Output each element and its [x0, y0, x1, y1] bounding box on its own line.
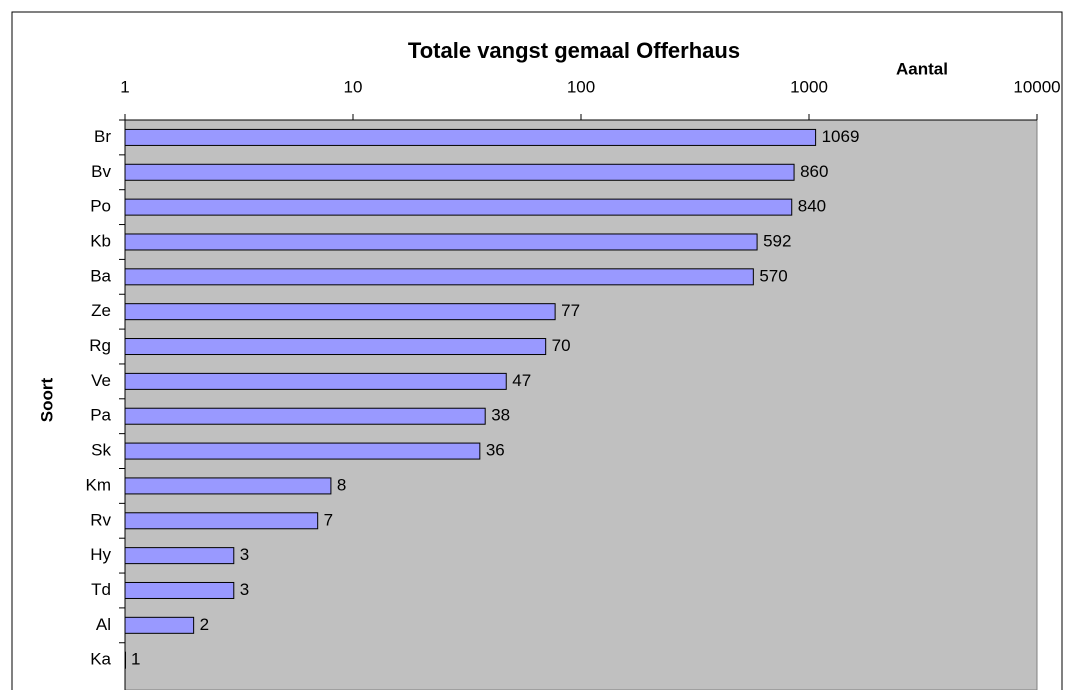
y-tick-label: Pa — [90, 406, 111, 425]
y-tick-label: Km — [86, 475, 112, 494]
data-label: 38 — [491, 406, 510, 425]
y-tick-label: Sk — [91, 441, 111, 460]
bar — [124, 198, 793, 216]
x-tick-label: 10000 — [1013, 77, 1060, 96]
x-tick-label: 100 — [567, 77, 595, 96]
y-tick-label: Bv — [91, 162, 111, 181]
bar — [124, 616, 195, 634]
data-label: 70 — [552, 336, 571, 355]
x-tick-label: 1000 — [790, 77, 828, 96]
bar — [124, 477, 332, 495]
y-axis-label: Soort — [37, 377, 56, 422]
y-tick-label: Ze — [91, 301, 111, 320]
data-label: 2 — [200, 615, 209, 634]
bar — [124, 163, 795, 181]
bar — [124, 303, 556, 321]
y-tick-label: Hy — [90, 545, 111, 564]
data-label: 3 — [240, 545, 249, 564]
x-tick-label: 1 — [120, 77, 129, 96]
bar — [124, 233, 758, 251]
data-label: 3 — [240, 580, 249, 599]
bar — [124, 512, 319, 530]
bar — [124, 581, 235, 599]
y-tick-label: Ka — [90, 650, 111, 669]
data-label: 570 — [759, 266, 787, 285]
data-label: 860 — [800, 162, 828, 181]
x-axis-label: Aantal — [896, 59, 948, 78]
y-tick-label: Kb — [90, 231, 111, 250]
bar — [124, 268, 754, 286]
data-label: 77 — [561, 301, 580, 320]
x-tick-label: 10 — [344, 77, 363, 96]
data-label: 840 — [798, 197, 826, 216]
bar — [124, 338, 547, 356]
y-tick-label: Al — [96, 615, 111, 634]
y-tick-label: Ve — [91, 371, 111, 390]
data-label: 8 — [337, 475, 346, 494]
bar — [124, 547, 235, 565]
y-tick-label: Ba — [90, 266, 111, 285]
bar — [124, 442, 481, 460]
y-tick-label: Td — [91, 580, 111, 599]
bar — [124, 128, 817, 146]
data-label: 592 — [763, 231, 791, 250]
y-tick-label: Br — [94, 127, 111, 146]
data-label: 47 — [512, 371, 531, 390]
y-tick-label: Rv — [90, 510, 111, 529]
data-label: 36 — [486, 441, 505, 460]
data-label: 1 — [131, 650, 140, 669]
y-tick-label: Po — [90, 197, 111, 216]
y-tick-label: Rg — [89, 336, 111, 355]
bar — [124, 651, 126, 669]
chart-title: Totale vangst gemaal Offerhaus — [408, 38, 740, 63]
bar — [124, 372, 507, 390]
data-label: 7 — [324, 510, 333, 529]
data-label: 1069 — [822, 127, 860, 146]
bar — [124, 407, 486, 425]
